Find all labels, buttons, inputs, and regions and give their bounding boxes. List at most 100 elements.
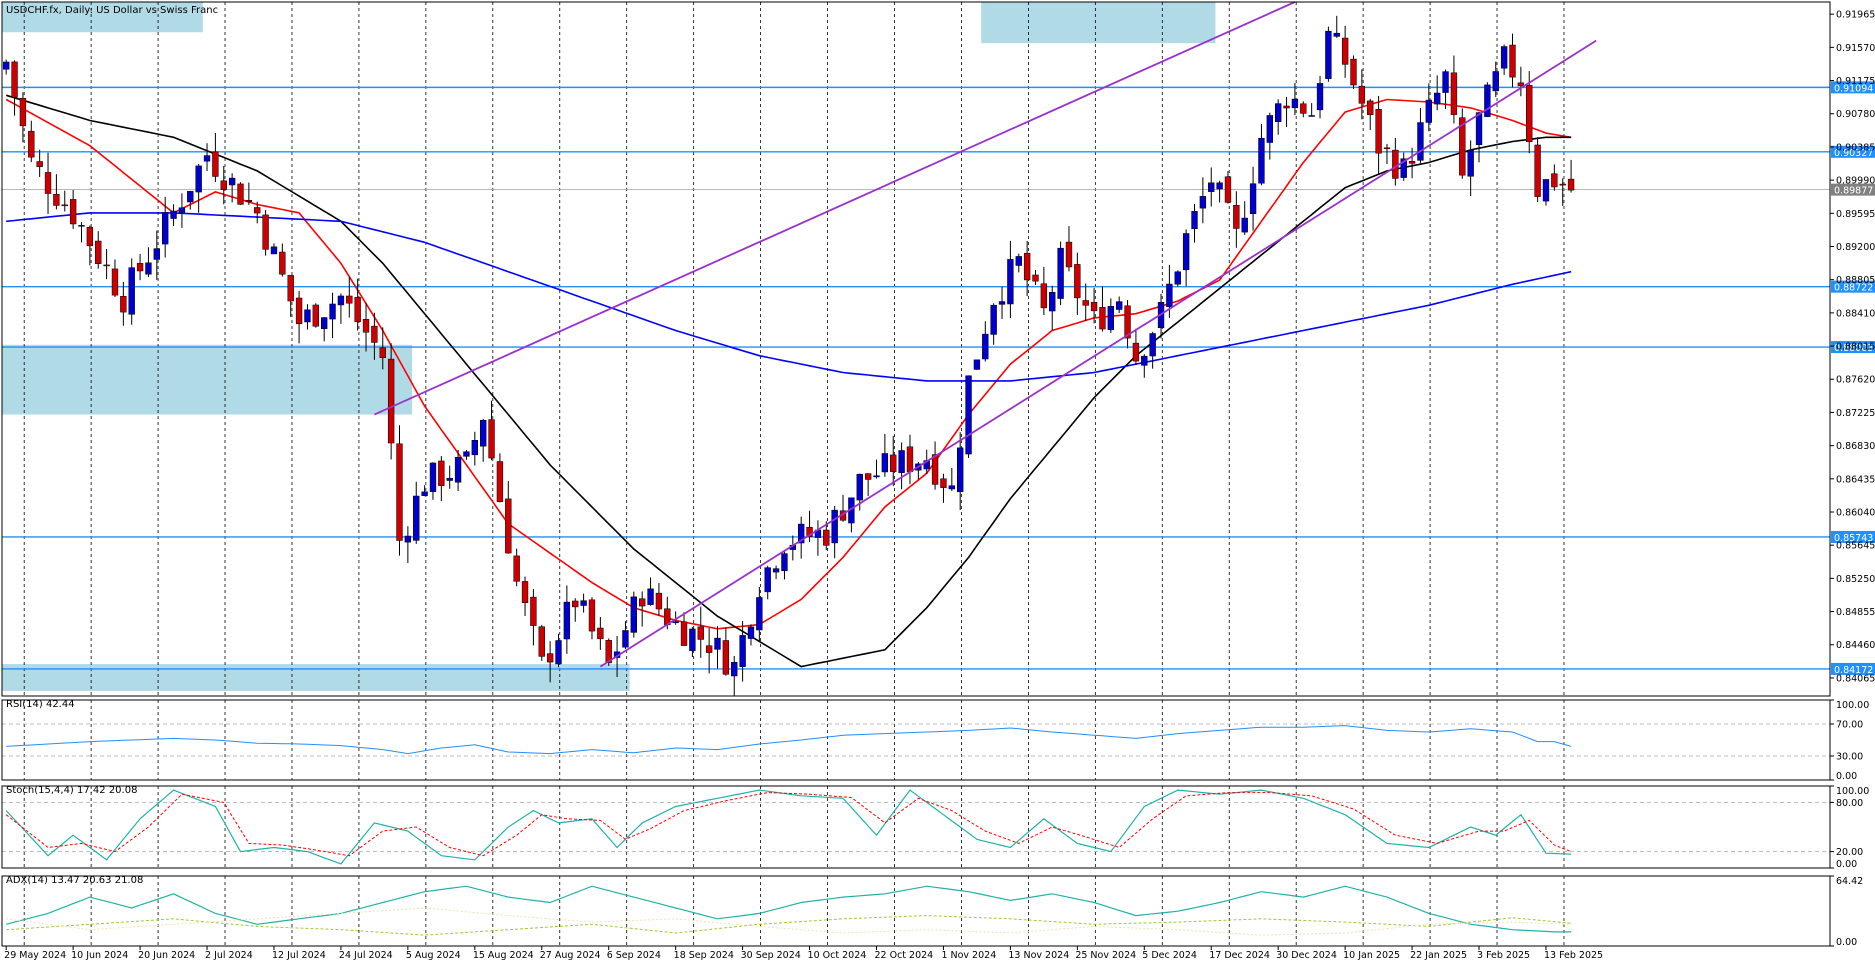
candle	[580, 593, 587, 613]
candle-body	[1023, 252, 1031, 281]
candle	[1233, 191, 1240, 248]
candle	[1032, 270, 1039, 285]
candle-body	[1333, 32, 1340, 37]
candle-body	[1308, 115, 1315, 117]
date-label: 25 Nov 2024	[1075, 950, 1136, 961]
candle-body	[44, 172, 52, 194]
candle-body	[1559, 183, 1566, 186]
candle-body	[948, 485, 955, 490]
candle	[1040, 267, 1048, 316]
candle	[1450, 55, 1458, 124]
panel-frame-1	[1, 699, 1831, 781]
candle	[747, 624, 755, 646]
candle	[1350, 55, 1357, 89]
candle	[346, 276, 353, 318]
candle-body	[530, 596, 537, 626]
candle	[1241, 201, 1248, 235]
candle-body	[329, 303, 336, 320]
candle-body	[153, 248, 160, 260]
price-tick-label: 0.86435	[1836, 474, 1875, 485]
candle	[195, 164, 202, 213]
candle-body	[605, 640, 612, 664]
candle-body	[36, 161, 43, 168]
candle-body	[1316, 83, 1324, 111]
candle	[588, 597, 596, 640]
candle-body	[1057, 247, 1064, 299]
candle	[1099, 286, 1106, 332]
candle	[337, 293, 345, 324]
candle-body	[798, 523, 805, 544]
candle	[1400, 152, 1407, 181]
candle	[1526, 71, 1533, 154]
candle-body	[1099, 306, 1106, 330]
candle-body	[212, 151, 219, 177]
candle	[639, 591, 646, 627]
level-label-2: 0.88722	[1834, 283, 1873, 294]
candle	[530, 589, 537, 646]
candle-body	[11, 61, 18, 98]
level-tag-2	[1831, 280, 1875, 293]
candle	[287, 275, 294, 317]
date-label: 24 Jul 2024	[339, 950, 393, 961]
candle	[1509, 33, 1516, 88]
candle-body	[429, 462, 437, 492]
candle-body	[1291, 98, 1299, 109]
candle	[3, 59, 10, 75]
candle-body	[1233, 204, 1240, 229]
candle	[1467, 140, 1474, 197]
date-label: 30 Sep 2024	[741, 950, 801, 961]
candle-body	[998, 301, 1006, 305]
candle-body	[1032, 274, 1039, 282]
date-label: 17 Dec 2024	[1209, 950, 1270, 961]
candle-body	[354, 297, 361, 323]
candle-body	[689, 628, 696, 651]
candle	[1049, 285, 1056, 331]
candle	[998, 286, 1006, 319]
candle-body	[973, 359, 981, 370]
candle	[1551, 164, 1558, 191]
candle-body	[488, 419, 495, 459]
candle-body	[136, 263, 144, 272]
rsi-tick-label: 0.00	[1836, 771, 1857, 782]
candle-body	[496, 461, 504, 503]
zone-1	[2, 344, 413, 415]
candle	[496, 453, 504, 503]
candle-body	[588, 599, 596, 632]
candle	[597, 616, 604, 650]
candle	[1249, 166, 1257, 231]
candle	[1266, 112, 1273, 160]
candle-body	[162, 212, 169, 245]
candle-body	[471, 440, 478, 456]
candle-body	[1007, 259, 1014, 305]
price-tick-label: 0.87225	[1836, 408, 1875, 419]
candle-body	[178, 207, 186, 213]
candle-body	[1174, 271, 1181, 285]
candle	[279, 243, 286, 277]
candle-body	[170, 210, 177, 219]
price-tick-label: 0.88015	[1836, 342, 1875, 353]
horizontal-levels[interactable]: 0.91094 0.90327 0.88722 0.88003 0.85743 0.841…	[2, 81, 1875, 676]
candle-body	[337, 295, 345, 306]
candle-body	[1241, 217, 1248, 233]
candle	[1191, 203, 1198, 243]
adx-di-minus-line	[6, 907, 1572, 936]
candle	[731, 655, 738, 696]
level-tag-3	[1831, 341, 1875, 354]
candle	[1358, 69, 1366, 120]
candle	[622, 621, 629, 650]
trendlines[interactable]	[374, 1, 1597, 668]
candle-body	[245, 200, 253, 203]
candle-body	[1065, 241, 1073, 268]
price-tick-label: 0.87620	[1836, 375, 1875, 386]
candle-body	[446, 477, 453, 481]
candle-body	[505, 498, 512, 554]
price-tick-label: 0.86040	[1836, 507, 1875, 518]
rsi-label: RSI(14) 42.44	[6, 699, 75, 710]
candle-body	[538, 626, 545, 657]
current-price-label: 0.89877	[1834, 186, 1873, 197]
candle-body	[1350, 58, 1357, 86]
candle-body	[228, 177, 236, 186]
candle-body	[864, 473, 872, 480]
candle	[454, 449, 462, 492]
